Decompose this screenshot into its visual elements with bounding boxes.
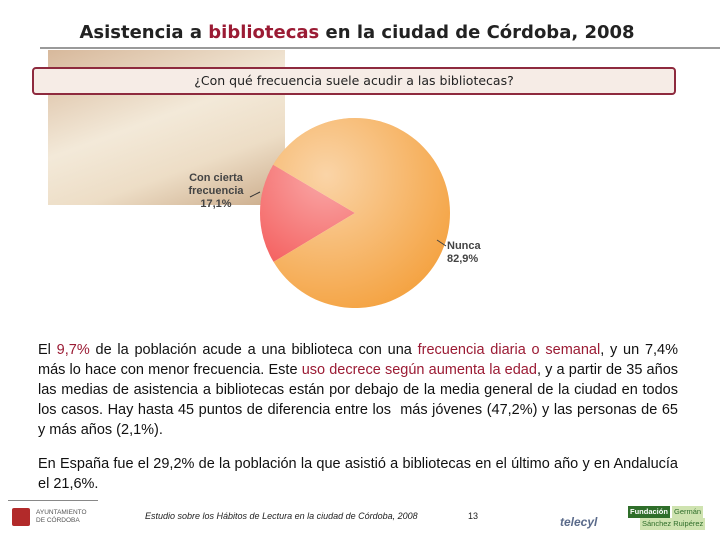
logo-right: Fundación Germán Sánchez Ruipérez xyxy=(628,506,713,530)
slice-value: 17,1% xyxy=(200,198,232,210)
text-run: El xyxy=(38,342,57,358)
text-run: , y un 7,4% más lo hace con menor frecue… xyxy=(38,342,683,378)
slice-label: Con cierta frecuencia 17,1% xyxy=(176,172,256,211)
text-run: Asistencia a xyxy=(79,22,209,43)
chart-title: ¿Con qué frecuencia suele acudir a las b… xyxy=(32,67,676,95)
footer-rule xyxy=(8,500,98,501)
title-rule xyxy=(40,47,720,49)
text-run: En España fue el 29,2% de la población l… xyxy=(38,456,683,492)
slice-label: Nunca 82,9% xyxy=(447,240,517,266)
pie-shine xyxy=(260,118,450,308)
text-run: bibliotecas xyxy=(208,22,320,43)
slice-category: Con cierta frecuencia xyxy=(188,172,244,197)
slice-category: Nunca xyxy=(447,240,481,252)
logo-center: telecyl xyxy=(560,515,598,529)
text-run: en la ciudad de Córdoba, 2008 xyxy=(319,22,635,43)
logo-text: DE CÓRDOBA xyxy=(36,517,80,524)
paragraph: El 9,7% de la población acude a una bibl… xyxy=(38,340,678,440)
slide-title: Asistencia a bibliotecas en la ciudad de… xyxy=(0,22,714,43)
page-number: 13 xyxy=(468,511,479,521)
logo-text: Sánchez Ruipérez xyxy=(640,518,706,530)
logo-text: AYUNTAMIENTO xyxy=(36,509,87,516)
logo-text: Fundación xyxy=(628,506,670,518)
paragraph: En España fue el 29,2% de la población l… xyxy=(38,454,678,494)
logo-left: AYUNTAMIENTO DE CÓRDOBA xyxy=(36,509,87,525)
leader-line xyxy=(249,191,261,198)
logo-text: Germán xyxy=(672,506,704,518)
text-run: , y a partir de 35 años las medias de as… xyxy=(38,362,683,438)
logo-icon xyxy=(12,508,30,526)
footer-text: Estudio sobre los Hábitos de Lectura en … xyxy=(145,511,418,521)
text-run: uso decrece según aumenta la edad xyxy=(301,362,537,378)
slice-value: 82,9% xyxy=(447,253,479,265)
text-run: de la población acude a una biblioteca c… xyxy=(89,342,418,358)
text-run: 9,7% xyxy=(56,342,90,358)
text-run: frecuencia diaria o semanal xyxy=(417,342,601,358)
